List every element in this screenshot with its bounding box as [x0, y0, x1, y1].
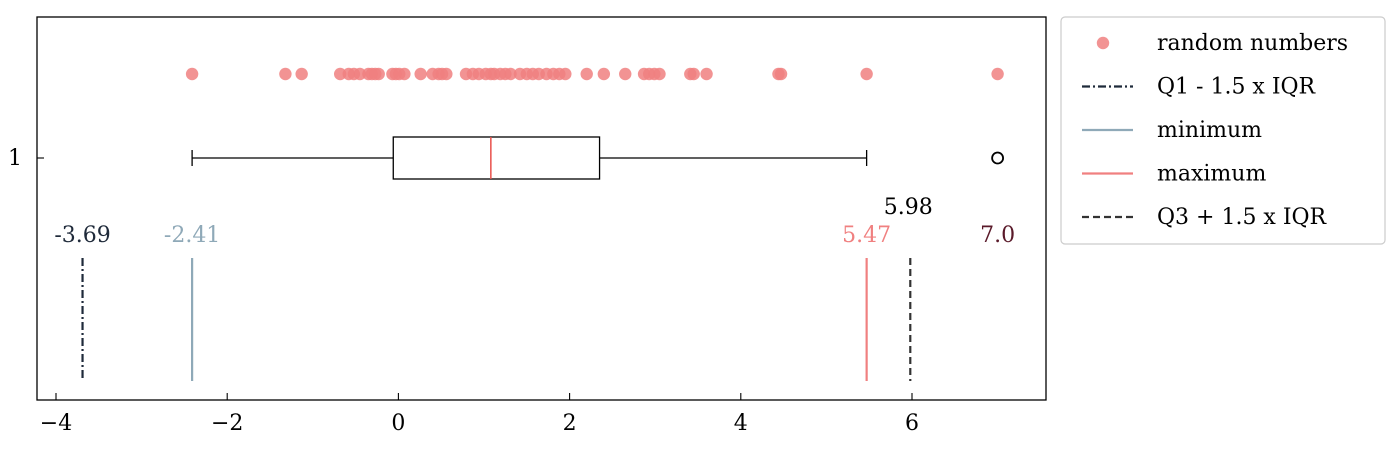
axes-frame	[36, 16, 1047, 401]
x-tick-label: 2	[563, 411, 577, 436]
random-number-point	[504, 67, 517, 81]
reference-line-label: 5.98	[884, 195, 933, 220]
x-tick-label: −2	[211, 411, 243, 436]
random-number-point	[559, 67, 572, 81]
legend-entry: Q3 + 1.5 x IQR	[1082, 205, 1328, 230]
random-number-point	[619, 67, 632, 81]
outlier-marker	[991, 151, 1004, 165]
iqr-box	[392, 136, 601, 180]
random-number-point	[279, 67, 292, 81]
random-number-point	[398, 67, 411, 81]
legend-label: Q1 - 1.5 x IQR	[1157, 75, 1317, 100]
legend-label: random numbers	[1157, 31, 1348, 56]
random-number-point	[687, 67, 700, 81]
x-tick-label: 0	[391, 411, 405, 436]
random-number-point	[353, 67, 367, 81]
random-number-point	[414, 67, 427, 81]
random-number-point	[440, 67, 453, 81]
legend: random numbers Q1 - 1.5 x IQR minimum maxim…	[1060, 16, 1386, 245]
legend-entry: Q1 - 1.5 x IQR	[1082, 75, 1317, 100]
random-number-point	[295, 67, 308, 81]
random-number-point	[653, 67, 666, 81]
legend-label: Q3 + 1.5 x IQR	[1157, 205, 1328, 230]
x-tick-label: 6	[905, 411, 919, 436]
y-tick-label: 1	[8, 146, 22, 171]
x-tick-label: −4	[40, 411, 72, 436]
legend-entry: minimum	[1082, 118, 1262, 143]
legend-frame	[1060, 16, 1386, 245]
legend-marker	[1096, 36, 1110, 50]
random-number-point	[860, 67, 873, 81]
random-number-point	[991, 67, 1004, 81]
legend-label: minimum	[1157, 118, 1262, 143]
random-number-point	[700, 67, 713, 81]
random-number-point	[185, 67, 199, 81]
random-number-point	[372, 67, 385, 81]
random-number-point	[333, 67, 347, 81]
legend-entry: random numbers	[1096, 31, 1348, 56]
legend-entry: maximum	[1082, 162, 1266, 187]
reference-line-label: -2.41	[164, 223, 220, 248]
outlier-value-label: 7.0	[980, 223, 1015, 248]
random-number-point	[774, 67, 788, 81]
plot-area: −4 −2 0 2 4 6 1 -3.69 -2.41 5.47 5.98 7.0	[8, 16, 1047, 436]
random-number-point	[580, 67, 593, 81]
reference-line-label: 5.47	[842, 223, 891, 248]
reference-line-label: -3.69	[54, 223, 110, 248]
x-tick-label: 4	[734, 411, 748, 436]
legend-label: maximum	[1157, 162, 1266, 187]
random-number-point	[597, 67, 611, 81]
